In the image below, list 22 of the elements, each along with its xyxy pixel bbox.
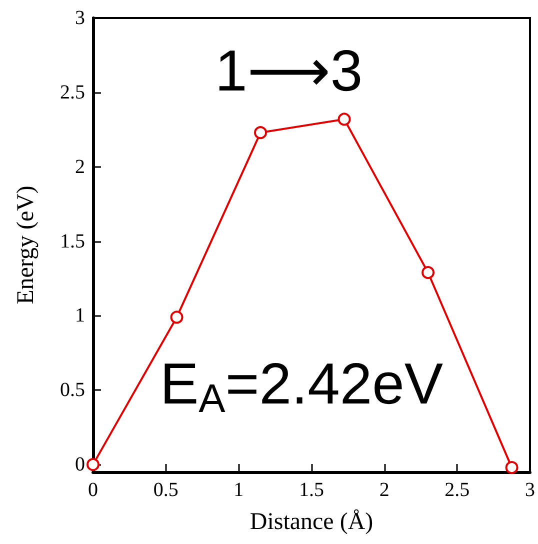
x-tick-label: 1 <box>234 479 244 501</box>
point <box>254 126 268 140</box>
y-tick-label: 0 <box>75 454 85 476</box>
x-tick-label: 2.5 <box>444 479 470 501</box>
y-tick-label: 1 <box>75 304 85 327</box>
x-tick-label: 3 <box>525 479 535 501</box>
y-tick-label: 1.5 <box>60 230 85 252</box>
annotation: 1⟶3 <box>215 38 363 104</box>
point <box>338 112 351 126</box>
point <box>86 458 100 472</box>
y-axis-title: Energy (eV) <box>13 186 39 304</box>
x-tick-label: 1.5 <box>299 479 324 501</box>
point <box>170 310 184 324</box>
x-tick-label: 0.5 <box>153 479 178 501</box>
y-tick-label: 0.5 <box>60 379 85 402</box>
point <box>422 266 435 280</box>
y-tick-label: 2.5 <box>60 81 85 104</box>
y-tick-label: 2 <box>75 156 85 178</box>
point <box>505 461 518 474</box>
x-axis-title: Distance (Å) <box>250 509 374 535</box>
y-tick-label: 3 <box>75 7 85 29</box>
x-tick-label: 2 <box>379 479 390 501</box>
